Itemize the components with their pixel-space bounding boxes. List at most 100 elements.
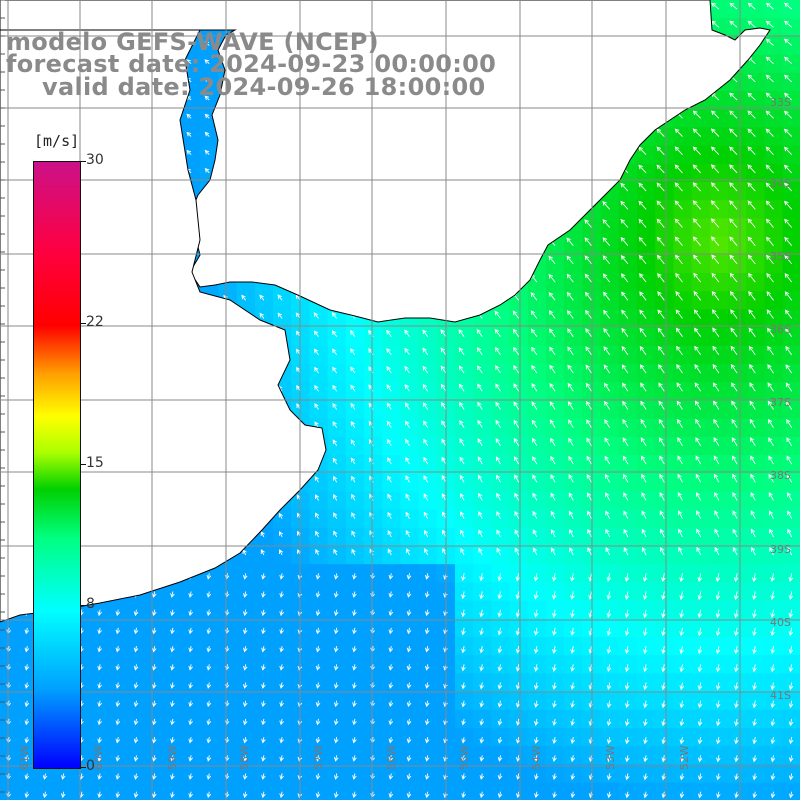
wind-arrow	[694, 327, 702, 337]
wind-cell	[509, 327, 529, 347]
wind-cell	[764, 273, 784, 292]
wind-cell	[182, 127, 201, 147]
wind-arrow	[460, 529, 465, 538]
wind-arrow	[750, 491, 756, 501]
wind-arrow	[333, 737, 339, 744]
wind-arrow	[350, 439, 356, 447]
wind-cell	[309, 782, 329, 800]
wind-arrow	[494, 328, 501, 337]
wind-cell	[273, 291, 292, 310]
wind-arrow	[549, 401, 556, 410]
wind-arrow	[747, 128, 756, 137]
wind-cell	[163, 782, 183, 800]
wind-arrow	[584, 255, 592, 265]
wind-arrow	[747, 236, 756, 246]
wind-arrow	[604, 400, 611, 410]
wind-arrow	[695, 473, 702, 483]
wind-arrow	[675, 291, 683, 301]
wind-cell	[455, 546, 474, 565]
wind-arrow	[638, 254, 647, 265]
wind-arrow	[151, 664, 157, 671]
wind-arrow	[731, 382, 738, 392]
wind-arrow	[788, 646, 794, 655]
wind-arrow	[424, 718, 430, 726]
wind-arrow	[206, 627, 212, 635]
wind-cell	[709, 291, 729, 310]
wind-arrow	[788, 755, 794, 763]
wind-arrow	[784, 254, 793, 265]
wind-cell	[637, 509, 656, 529]
wind-arrow	[315, 682, 321, 689]
wind-arrow	[133, 609, 139, 617]
wind-cell	[764, 436, 784, 456]
wind-arrow	[786, 455, 793, 465]
wind-cell	[655, 546, 674, 565]
wind-arrow	[604, 419, 611, 428]
wind-arrow	[479, 755, 485, 762]
wind-arrow	[24, 664, 30, 671]
wind-arrow	[639, 309, 647, 319]
wind-arrow	[352, 573, 357, 580]
wind-arrow	[732, 546, 738, 556]
wind-cell	[473, 418, 492, 438]
wind-arrow	[206, 718, 212, 726]
wind-arrow	[151, 700, 157, 708]
wind-cell	[764, 364, 784, 383]
wind-cell	[782, 236, 800, 256]
wind-arrow	[552, 773, 557, 781]
wind-cell	[309, 382, 329, 401]
wind-arrow	[388, 682, 394, 689]
wind-cell	[782, 509, 800, 529]
wind-arrow	[714, 546, 720, 556]
wind-arrow	[715, 737, 721, 745]
wind-cell	[546, 273, 565, 292]
wind-cell	[618, 782, 638, 800]
wind-cell	[364, 546, 383, 565]
wind-arrow	[643, 664, 648, 673]
wind-arrow	[729, 272, 738, 283]
wind-arrow	[638, 218, 647, 228]
wind-cell	[691, 546, 711, 565]
wind-arrow	[552, 737, 557, 745]
wind-arrow	[477, 401, 483, 410]
wind-arrow	[170, 791, 175, 799]
wind-arrow	[514, 529, 520, 538]
wind-cell	[400, 400, 420, 420]
wind-arrow	[625, 791, 630, 799]
wind-arrow	[387, 457, 392, 465]
wind-arrow	[495, 401, 501, 410]
wind-arrow	[461, 609, 466, 618]
wind-cell	[473, 527, 492, 547]
wind-arrow	[638, 182, 647, 192]
wind-cell	[527, 327, 547, 347]
wind-arrow	[747, 110, 756, 119]
wind-cell	[273, 509, 292, 529]
wind-cell	[236, 782, 256, 800]
wind-cell	[709, 182, 729, 201]
wind-cell	[527, 527, 547, 547]
wind-arrow	[242, 591, 248, 598]
longitude-label: 61W	[18, 745, 31, 770]
wind-cell	[509, 527, 529, 547]
wind-arrow	[765, 128, 774, 137]
wind-arrow	[661, 755, 666, 763]
wind-arrow	[151, 718, 157, 726]
wind-cell	[728, 436, 747, 456]
wind-arrow	[24, 755, 30, 762]
wind-cell	[546, 473, 565, 492]
wind-cell	[728, 364, 747, 383]
wind-cell	[728, 218, 747, 238]
wind-cell	[709, 0, 729, 19]
wind-cell	[491, 309, 511, 329]
wind-cell	[455, 345, 474, 365]
wind-arrow	[151, 773, 157, 780]
wind-arrow	[710, 128, 720, 137]
wind-arrow	[513, 419, 520, 428]
wind-cell	[618, 364, 638, 383]
wind-arrow	[788, 573, 794, 583]
wind-arrow	[459, 420, 465, 428]
land-mass	[0, 0, 771, 323]
wind-arrow	[566, 291, 574, 301]
wind-arrow	[784, 182, 793, 192]
wind-arrow	[550, 492, 556, 501]
